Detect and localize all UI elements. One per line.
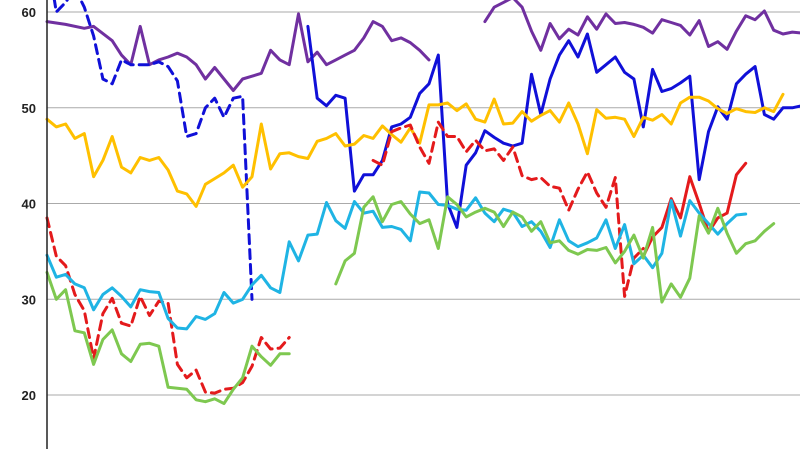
y-tick-labels: 20 30 40 50 60 xyxy=(22,5,36,403)
series-7-segment-0 xyxy=(45,270,291,406)
series-group xyxy=(45,0,800,406)
series-3-segment-0 xyxy=(45,92,785,208)
y-tick-label-40: 40 xyxy=(22,197,36,212)
y-tick-label-60: 60 xyxy=(22,5,36,20)
y-tick-label-20: 20 xyxy=(22,388,36,403)
y-tick-label-30: 30 xyxy=(22,292,36,307)
grid xyxy=(47,11,800,396)
series-7-segment-1 xyxy=(334,195,776,304)
series-2-segment-0 xyxy=(306,24,800,229)
series-1-segment-0 xyxy=(52,0,254,301)
series-4-segment-1 xyxy=(371,120,645,298)
series-0-segment-1 xyxy=(483,0,800,52)
series-6-segment-0 xyxy=(45,190,748,331)
series-0-segment-0 xyxy=(45,12,431,92)
series-5-segment-0 xyxy=(641,161,748,258)
y-tick-label-50: 50 xyxy=(22,101,36,116)
series-4-segment-0 xyxy=(45,216,291,395)
